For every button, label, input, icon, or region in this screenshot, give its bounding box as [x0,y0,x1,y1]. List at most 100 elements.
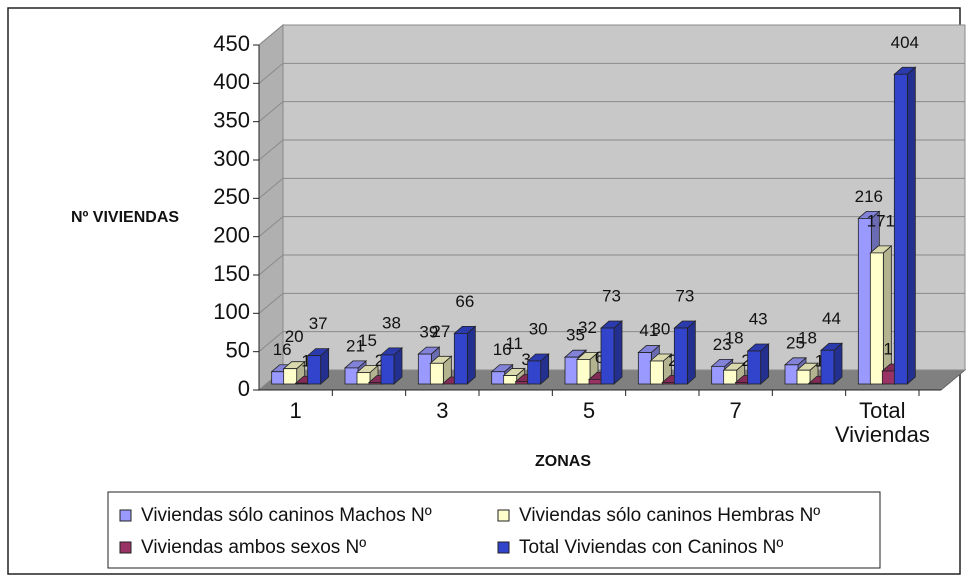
bar-front [271,371,286,385]
legend-label: Viviendas sólo caninos Machos Nº [141,505,432,526]
data-label: 32 [578,318,597,337]
data-label: 18 [798,329,817,348]
bar-front [893,73,908,385]
grid-line [258,24,965,46]
grid-line [258,139,965,161]
grid-line [258,177,965,199]
data-label: 21 [346,336,365,355]
bar-front [881,370,896,385]
data-label: 44 [822,309,841,328]
data-label: 20 [285,327,304,346]
bar-front [429,362,444,385]
grid-line [258,216,965,238]
bar-front [820,349,835,385]
grid-line [258,292,965,314]
bar-side [906,66,916,385]
legend-swatch [119,509,132,522]
y-tick-label: 400 [213,69,250,94]
data-label: 15 [358,331,377,350]
y-tick-label: 350 [213,107,250,132]
bar-front [307,355,322,385]
bar-front [747,350,762,385]
bar-side [613,320,623,385]
bar [599,320,624,385]
bar-front [600,327,615,385]
y-tick-label: 50 [226,337,250,362]
grid-line [258,254,965,276]
data-label: 35 [566,326,585,345]
bar-side [466,325,476,385]
x-tick-label: 1 [290,398,302,423]
bar-front [564,356,579,385]
bar-front [356,372,371,385]
bar-front [283,368,298,385]
y-tick-label: 150 [213,261,250,286]
data-label: 1 [301,352,310,371]
bar [722,362,746,385]
bar-front [661,382,676,385]
bar-front [808,382,823,385]
data-label: 2 [741,351,750,370]
data-label: 30 [529,319,548,338]
bar-front [576,359,591,385]
legend-label: Viviendas sólo caninos Hembras Nº [519,505,820,526]
x-tick-label: 7 [730,398,742,423]
bar-front [649,360,664,385]
legend-swatch [497,541,510,554]
bar-front [453,332,468,385]
data-label: 171 [867,211,895,230]
x-tick-label-line: Viviendas [835,422,930,447]
bar-front [723,369,738,385]
data-label: 23 [713,335,732,354]
legend-label: Total Viviendas con Caninos Nº [519,537,783,558]
data-label: 39 [419,323,438,342]
bar [453,325,477,385]
data-label: 73 [675,287,694,306]
data-label: 43 [749,310,768,329]
bar [429,355,453,385]
bar-front [344,367,359,385]
legend-swatch [497,509,510,522]
y-axis-title: Nº VIVIENDAS [71,209,179,226]
bar-front [735,382,750,385]
bar-front [857,217,872,385]
y-tick-label: 450 [213,31,250,56]
data-label: 2 [668,351,677,370]
bar-front [491,371,506,385]
bar-front [711,365,726,385]
bar-front [515,381,530,385]
bar-front [637,352,652,385]
bar [819,342,844,385]
data-label: 404 [891,33,919,52]
grid-line [258,62,965,84]
x-axis-title: ZONAS [535,453,591,470]
bar-front [380,354,395,385]
bar [893,66,917,385]
data-label: 41 [639,321,658,340]
x-tick-label: 5 [583,398,595,423]
grid-line [258,331,965,353]
data-label: 16 [273,340,292,359]
bar-front [784,364,799,385]
bar-front [503,375,518,385]
bar [746,343,770,385]
data-label: 6 [595,348,604,367]
data-label: 37 [309,314,328,333]
bar-front [417,353,432,385]
bar-front [796,369,811,385]
data-label: 16 [493,340,512,359]
legend-box [107,491,881,569]
bar-front [527,360,542,385]
data-label: 2 [375,351,384,370]
bar-side [686,320,696,385]
bar [673,320,697,385]
y-tick-label: 100 [213,299,250,324]
bar [379,346,404,385]
data-label: 30 [651,319,670,338]
data-label: 73 [602,287,621,306]
bar [869,245,893,385]
data-label: 27 [431,322,450,341]
x-tick-label: Total Viviendas [835,398,930,447]
y-tick-label: 300 [213,146,250,171]
